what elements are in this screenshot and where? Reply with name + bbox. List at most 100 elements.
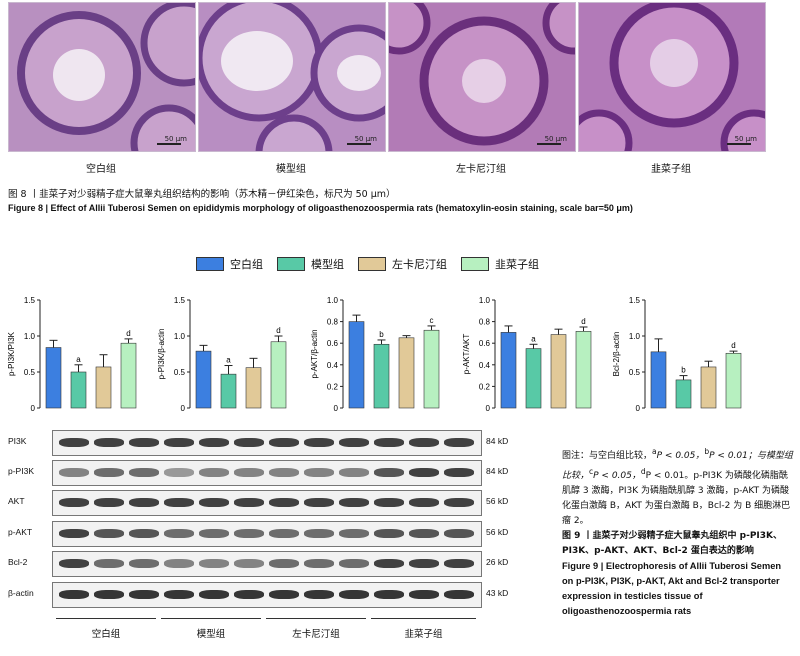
figure9-caption-zh: 图 9 丨韭菜子对少弱精子症大鼠睾丸组织中 p-PI3K、PI3K、p-AKT、… (562, 531, 783, 556)
wb-band (269, 468, 299, 477)
y-tick-label: 0.5 (629, 368, 641, 377)
wb-row-bcl2: Bcl-2 26 kD (6, 551, 550, 577)
bar (120, 342, 137, 409)
wb-band (409, 498, 439, 507)
wb-band-strip (52, 582, 482, 608)
scale-label: 50 μm (544, 135, 567, 143)
wb-group-label-model: 模型组 (196, 629, 226, 640)
wb-band (94, 468, 124, 477)
wb-band (234, 498, 264, 507)
figure8-caption-zh: 图 8 丨韭菜子对少弱精子症大鼠睾丸组织结构的影响（苏木精－伊红染色，标尺为 5… (8, 189, 396, 200)
note-text: 图注：与空白组比较， (562, 451, 653, 461)
bar (550, 334, 567, 409)
micrograph-label-allii: 韭菜子组 (651, 164, 691, 175)
bar (423, 329, 440, 409)
wb-band (199, 468, 229, 477)
wb-protein-name: p-AKT (8, 527, 33, 537)
legend-swatch (358, 257, 386, 271)
wb-band (409, 590, 439, 599)
note-text: P < 0.05， (593, 471, 641, 481)
wb-kd: 84 kD (486, 466, 509, 476)
bar (70, 371, 87, 409)
wb-band (409, 438, 439, 447)
wb-band (409, 559, 439, 568)
wb-band (234, 438, 264, 447)
y-axis-label: p-AKT/AKT (462, 334, 471, 375)
wb-band (444, 590, 474, 599)
y-tick-label: 0.8 (327, 318, 339, 327)
wb-band (94, 529, 124, 538)
wb-band-strip (52, 430, 482, 456)
wb-band (304, 468, 334, 477)
bar (348, 321, 365, 409)
wb-row-pi3k: PI3K 84 kD (6, 430, 550, 456)
wb-kd: 43 kD (486, 588, 509, 598)
wb-band (269, 529, 299, 538)
wb-kd: 84 kD (486, 436, 509, 446)
wb-band (234, 529, 264, 538)
wb-band (339, 438, 369, 447)
significance-label: c (430, 316, 434, 325)
wb-kd: 56 kD (486, 527, 509, 537)
y-tick-label: 1.0 (327, 296, 339, 305)
bar (650, 351, 667, 409)
y-tick-label: 1.0 (479, 296, 491, 305)
wb-band (164, 438, 194, 447)
wb-band (199, 529, 229, 538)
wb-band (444, 438, 474, 447)
micrograph-label-lcarnitine: 左卡尼汀组 (456, 164, 506, 175)
wb-group-line (161, 618, 261, 619)
wb-band (129, 468, 159, 477)
wb-group-line (266, 618, 366, 619)
wb-group-label-lcarnitine: 左卡尼汀组 (292, 629, 340, 640)
wb-band (59, 468, 89, 477)
wb-band (269, 498, 299, 507)
y-tick-label: 0.6 (327, 339, 339, 348)
legend-item-model: 模型组 (277, 254, 344, 274)
wb-band (59, 529, 89, 538)
legend-label: 韭菜子组 (495, 258, 539, 271)
wb-group-label-blank: 空白组 (91, 629, 121, 640)
bar-charts: 0 0.5 1.0 1.5 p-PI3K/PI3K a d 0 0.5 1.0 1.5 p-PI3K/… (7, 296, 742, 413)
wb-band (269, 559, 299, 568)
bar (270, 341, 287, 409)
y-tick-label: 0 (486, 404, 491, 413)
y-tick-label: 0 (636, 404, 641, 413)
scale-bar (727, 143, 751, 145)
wb-band (234, 559, 264, 568)
significance-label: d (581, 317, 585, 326)
y-axis-label: p-PI3K/PI3K (7, 331, 16, 376)
significance-label: b (379, 330, 384, 339)
y-tick-label: 0 (31, 404, 36, 413)
wb-band (164, 498, 194, 507)
micrograph-label-model: 模型组 (276, 164, 306, 175)
wb-band-strip (52, 551, 482, 577)
note-text: P < 0.05， (656, 451, 705, 461)
wb-band (444, 498, 474, 507)
y-tick-label: 0.5 (24, 368, 36, 377)
wb-kd: 26 kD (486, 557, 509, 567)
wb-band (59, 590, 89, 599)
scale-label: 50 μm (354, 135, 377, 143)
y-tick-label: 0.4 (479, 361, 491, 370)
micrograph-image (367, 0, 606, 151)
y-axis-label: p-PI3K/β-actin (157, 329, 166, 380)
wb-protein-name: PI3K (8, 436, 27, 446)
significance-label: d (731, 341, 735, 350)
y-tick-label: 1.0 (174, 332, 186, 341)
wb-band (409, 529, 439, 538)
wb-band (59, 498, 89, 507)
bar (220, 373, 237, 409)
wb-band (374, 590, 404, 599)
scale-bar (157, 143, 181, 145)
scale-label: 50 μm (734, 135, 757, 143)
legend-item-lcarnitine: 左卡尼汀组 (358, 254, 447, 274)
scale-bar (537, 143, 561, 145)
chart-legend: 空白组 模型组 左卡尼汀组 韭菜子组 (196, 254, 539, 274)
note-sup: b (704, 447, 710, 456)
bar (195, 350, 212, 409)
legend-swatch (277, 257, 305, 271)
wb-band (304, 438, 334, 447)
wb-band (129, 529, 159, 538)
y-axis-label: p-AKT/β-actin (310, 329, 319, 378)
